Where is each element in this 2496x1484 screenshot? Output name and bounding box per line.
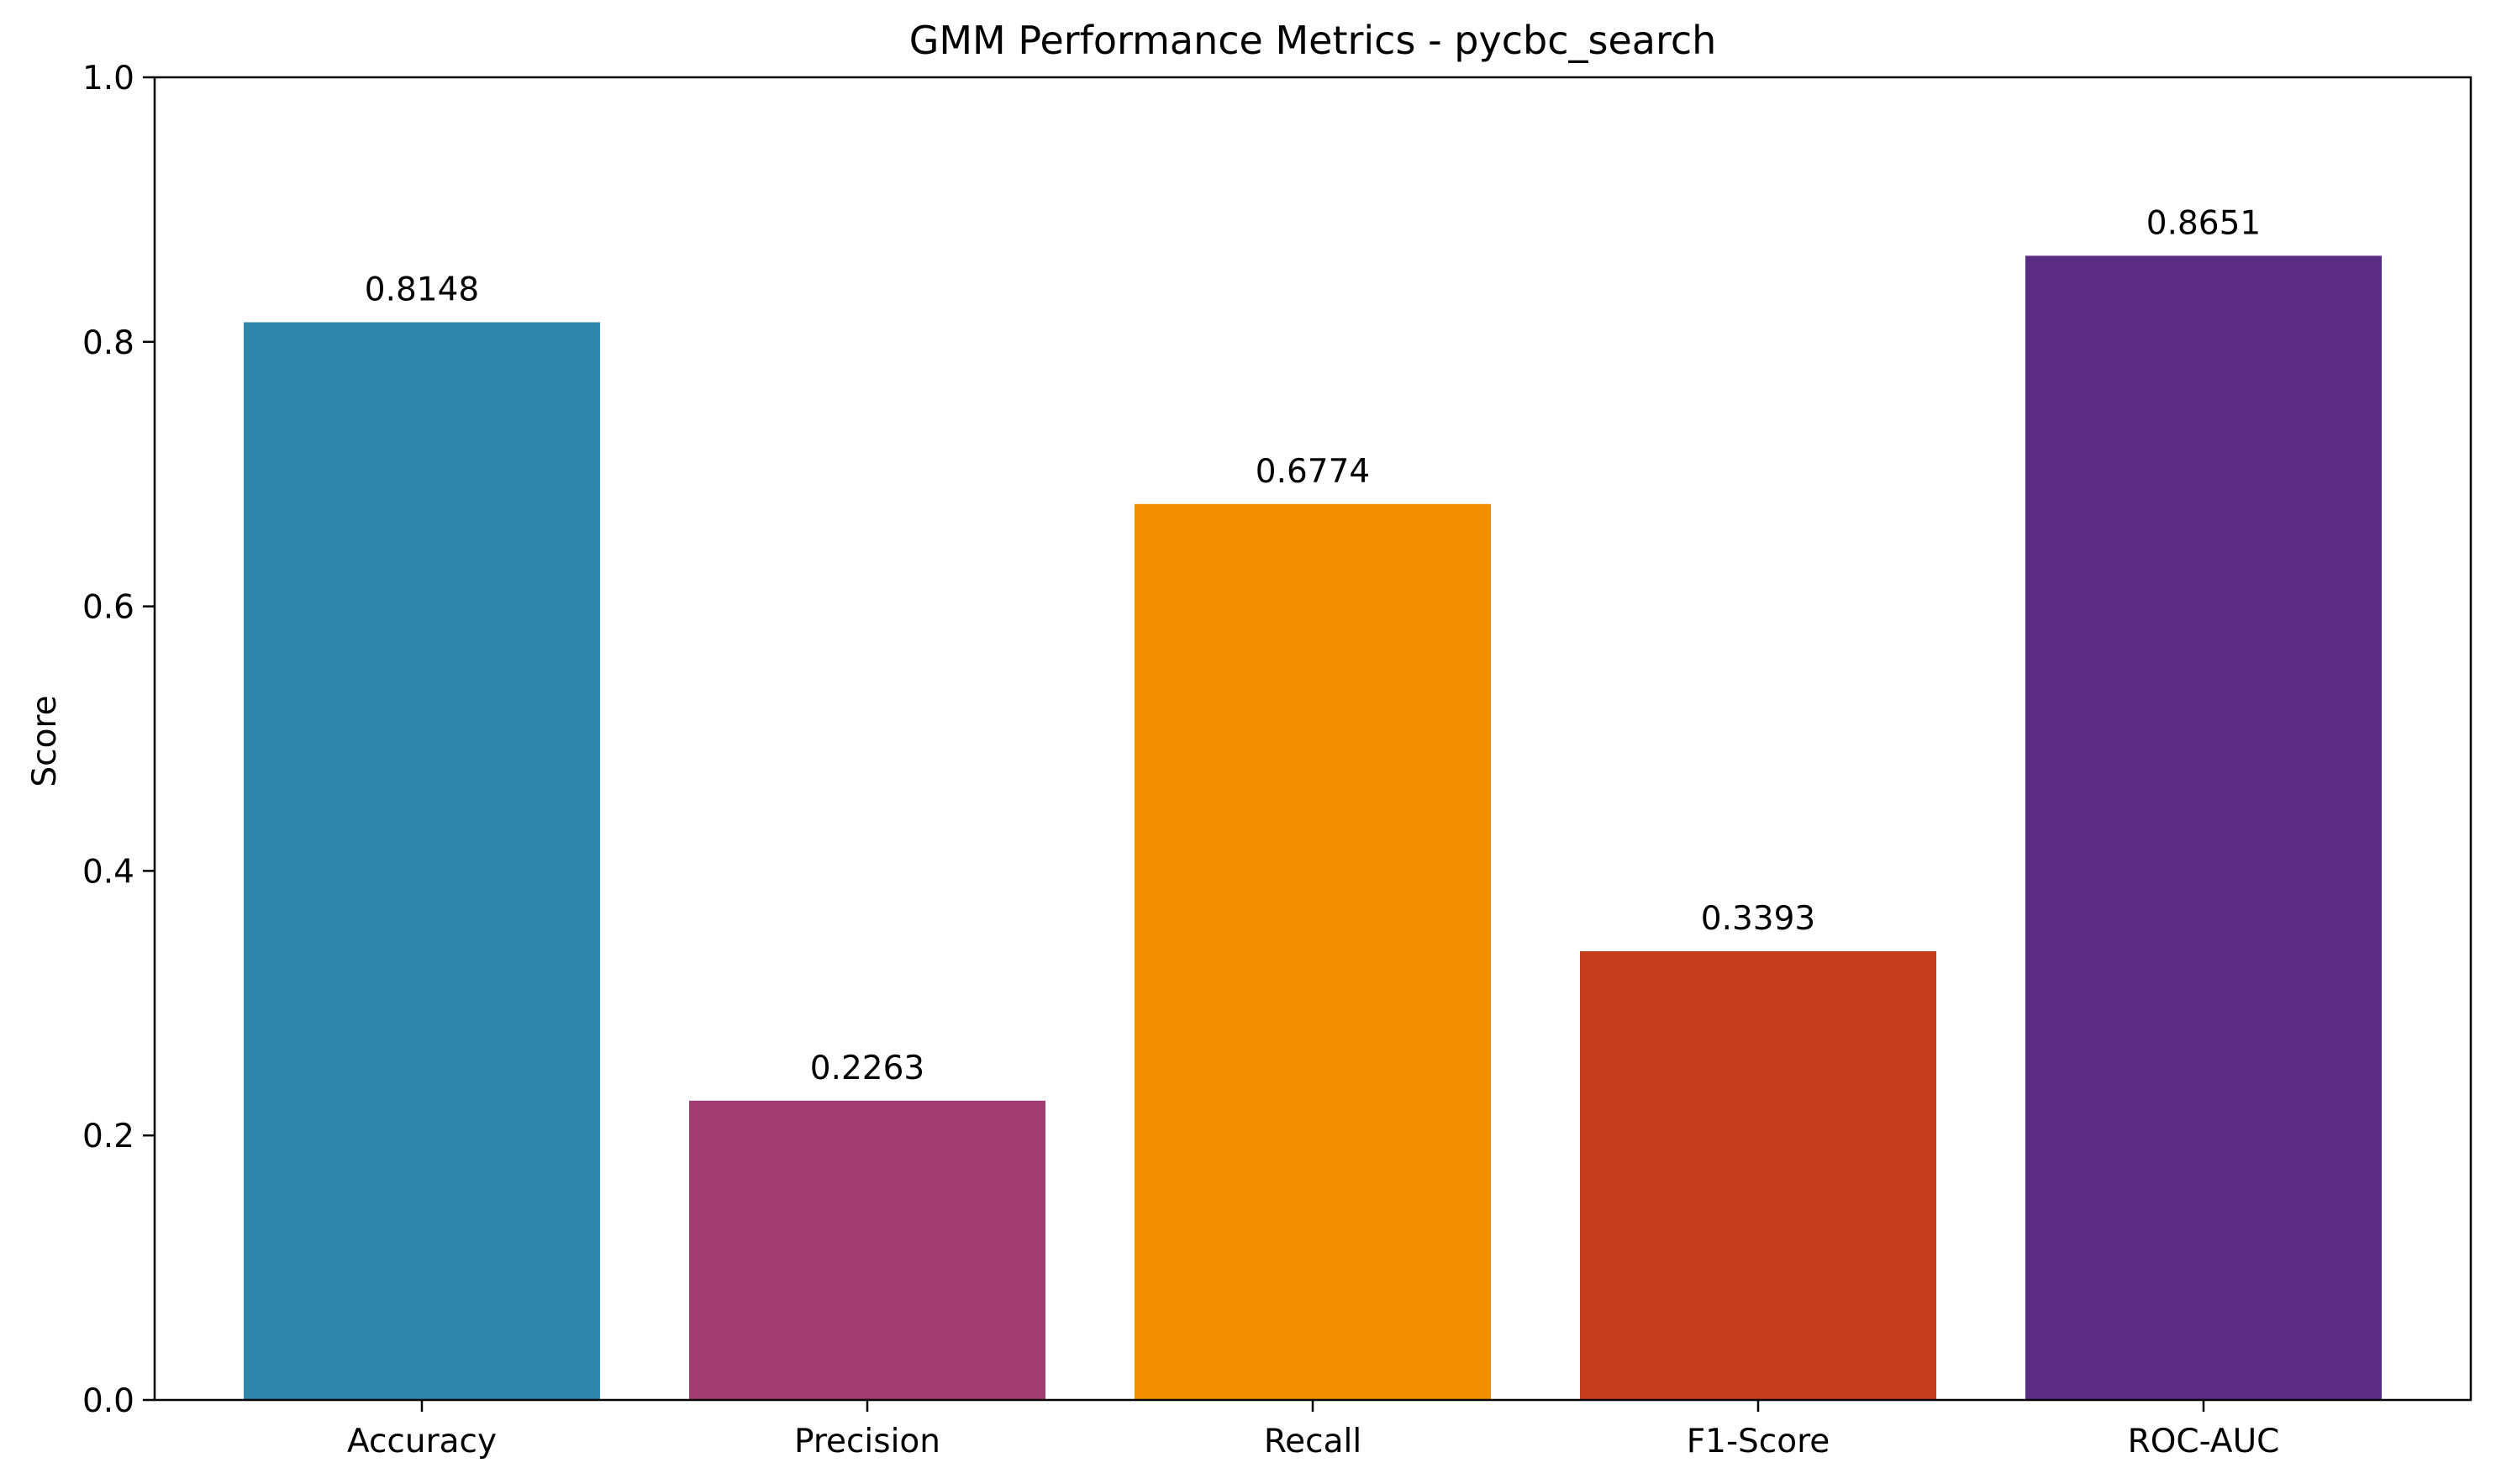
bar-value-label: 0.8148 <box>365 271 479 309</box>
y-tick-label: 0.6 <box>82 589 134 627</box>
bar-value-label: 0.2263 <box>810 1050 924 1087</box>
x-tick-label: F1-Score <box>1687 1423 1830 1460</box>
bar-value-label: 0.8651 <box>2146 204 2261 242</box>
y-axis: 0.0 0.2 0.4 0.6 0.8 1.0 <box>82 60 155 1420</box>
y-tick-label: 0.4 <box>82 853 134 891</box>
bar-roc-auc <box>2025 255 2382 1400</box>
plot-frame <box>153 76 2472 1402</box>
y-tick-label: 0.2 <box>82 1118 134 1155</box>
bar-value-label: 0.3393 <box>1701 900 1815 938</box>
bar-accuracy <box>244 322 600 1401</box>
y-tick-label: 0.0 <box>82 1382 134 1420</box>
chart-title: GMM Performance Metrics - pycbc_search <box>909 18 1717 63</box>
bar-precision <box>689 1100 1045 1400</box>
x-tick-label: Accuracy <box>347 1423 497 1460</box>
value-labels-layer: 0.8148 0.2263 0.6774 0.3393 0.8651 <box>365 204 2261 1087</box>
y-tick-label: 1.0 <box>82 60 134 97</box>
y-tick-label: 0.8 <box>82 324 134 362</box>
y-axis-label: Score <box>26 695 64 787</box>
bar-f1-score <box>1580 950 1936 1400</box>
x-tick-label: Precision <box>794 1423 940 1460</box>
x-tick-label: ROC-AUC <box>2128 1423 2280 1460</box>
bar-recall <box>1135 503 1491 1400</box>
x-axis: Accuracy Precision Recall F1-Score ROC-AUC <box>347 1400 2279 1460</box>
bar-value-label: 0.6774 <box>1256 453 1370 491</box>
bars-layer <box>244 255 2382 1401</box>
x-tick-label: Recall <box>1264 1423 1361 1460</box>
